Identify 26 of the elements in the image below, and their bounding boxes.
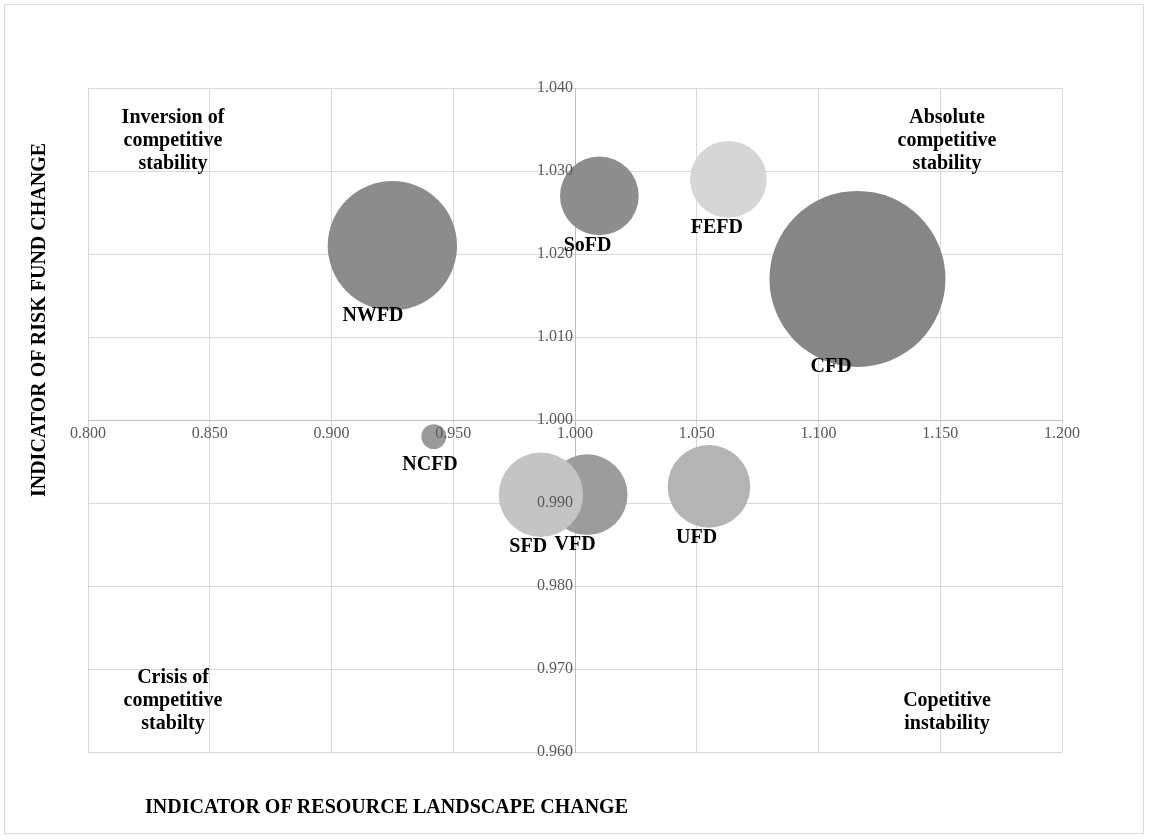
x-tick-label: 1.050 <box>678 424 715 442</box>
x-tick-label: 0.900 <box>313 424 350 442</box>
y-tick-label: 0.960 <box>537 742 573 760</box>
x-tick-label: 1.200 <box>1044 424 1080 442</box>
series-label: FEFD <box>690 215 744 238</box>
y-tick-label: 1.010 <box>537 327 573 345</box>
annotation: Crisis of competitive stabilty <box>123 665 223 735</box>
x-axis-title: INDICATOR OF RESOURCE LANDSCAPE CHANGE <box>145 795 629 818</box>
y-axis-title: INDICATOR OF RISK FUND CHANGE <box>26 142 50 498</box>
series-label: NWFD <box>342 302 404 325</box>
x-tick-label: 0.850 <box>191 424 228 442</box>
series-label: VFD <box>554 532 596 555</box>
x-tick-label: 1.150 <box>922 424 959 442</box>
series-label: CFD <box>810 354 852 377</box>
series-label: SFD <box>509 533 548 556</box>
annotation: Copetitive instability <box>903 688 991 735</box>
y-tick-label: 1.040 <box>537 78 573 96</box>
annotation: Absolute competitive stability <box>897 105 997 175</box>
y-tick-label: 0.980 <box>537 576 573 594</box>
x-tick-label: 0.800 <box>70 424 106 442</box>
series-label: UFD <box>675 524 718 547</box>
series-label: NCFD <box>402 451 458 474</box>
y-tick-label: 0.970 <box>537 659 573 677</box>
y-tick-label: 0.990 <box>537 493 573 511</box>
x-tick-label: 1.100 <box>800 424 837 442</box>
annotation: Inversion of competitive stability <box>121 105 225 175</box>
